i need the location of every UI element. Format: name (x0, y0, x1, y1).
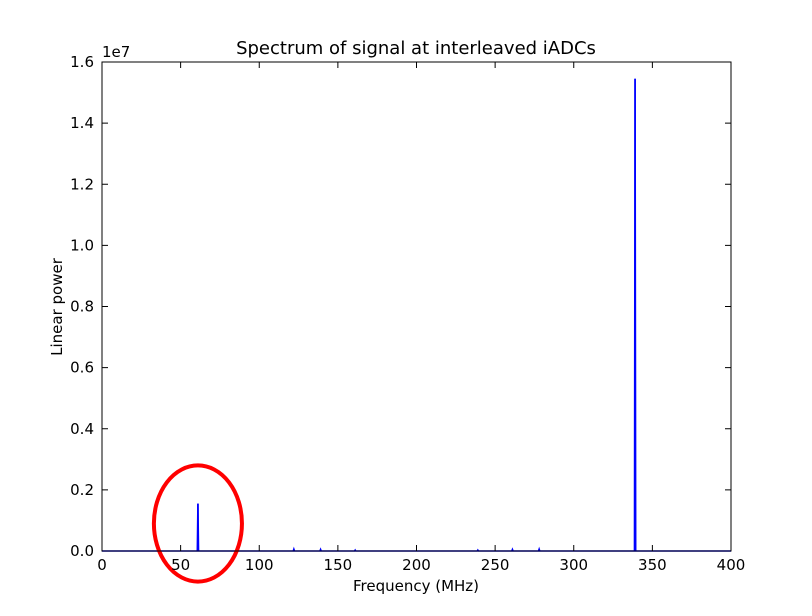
y-tick-label: 0.8 (70, 298, 94, 316)
y-tick-label: 1.2 (70, 175, 94, 193)
x-tick-label: 50 (171, 556, 190, 574)
y-tick-label: 1.6 (70, 53, 94, 71)
y-tick-label: 0.0 (70, 542, 94, 560)
x-tick-label: 400 (717, 556, 746, 574)
x-tick-label: 350 (638, 556, 667, 574)
x-tick-label: 150 (324, 556, 353, 574)
x-tick-label: 100 (245, 556, 274, 574)
x-axis-label: Frequency (MHz) (353, 577, 479, 595)
y-tick-label: 0.6 (70, 359, 94, 377)
x-tick-label: 300 (559, 556, 588, 574)
y-axis-label: Linear power (48, 257, 66, 356)
x-tick-label: 0 (97, 556, 107, 574)
chart-title: Spectrum of signal at interleaved iADCs (236, 38, 596, 59)
y-tick-label: 0.4 (70, 420, 94, 438)
x-tick-label: 200 (402, 556, 431, 574)
y-tick-label: 0.2 (70, 481, 94, 499)
plot-layer: 0 50 100 150 200 250 300 350 400 0.0 0.2 0.4 0.6 0.8 1… (70, 53, 746, 584)
highlight-ellipse (151, 463, 244, 584)
y-tick-label: 1.4 (70, 114, 94, 132)
x-tick-label: 250 (481, 556, 510, 574)
y-offset-label: 1e7 (102, 43, 130, 61)
y-tick-label: 1.0 (70, 236, 94, 254)
